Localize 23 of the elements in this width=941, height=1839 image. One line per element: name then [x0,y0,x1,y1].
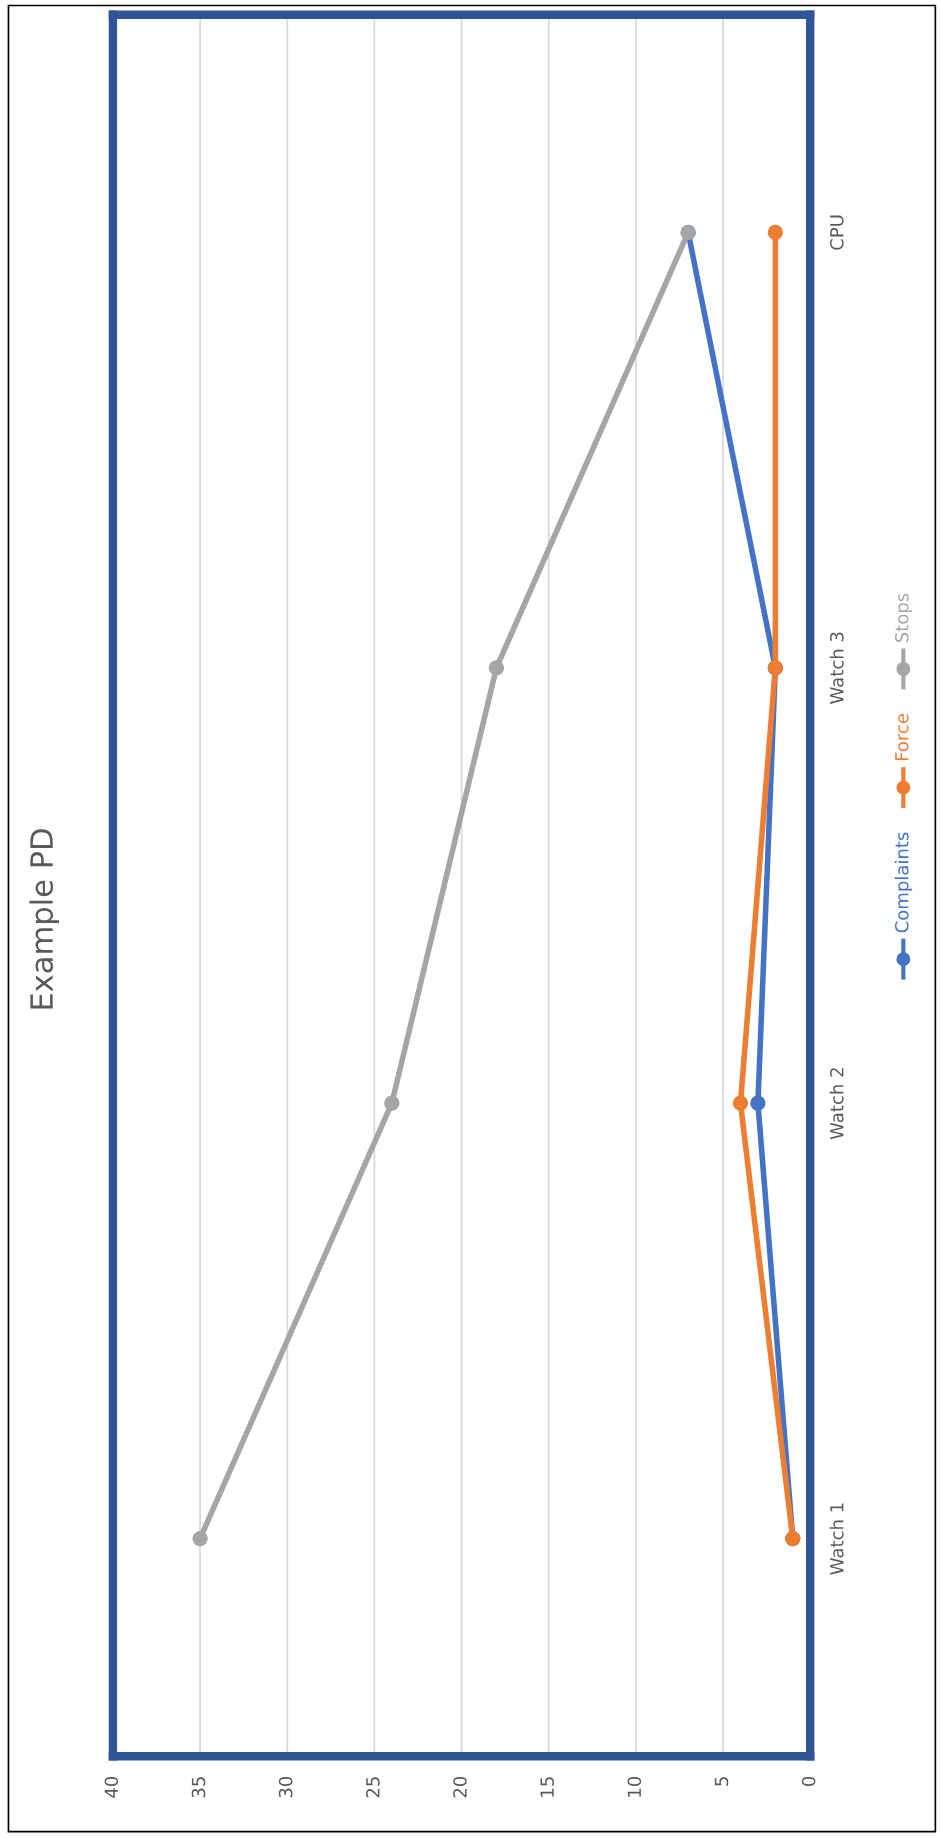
x-tick-label: 5 [714,1777,729,1786]
x-tick-label: 40 [104,1776,119,1798]
text: Complaints [894,832,913,933]
x-tick-label: 25 [365,1777,380,1798]
y-tick-label: Watch 2 [829,1068,844,1140]
point [732,1095,749,1111]
x-tick-label: 35 [191,1777,206,1798]
text: Example PD [29,829,60,1009]
point [192,1530,208,1547]
point [750,1095,766,1111]
text: Stops [894,593,913,643]
x-tick-label: 10 [627,1776,642,1797]
point [767,224,783,241]
point [488,660,505,676]
x-tick-label: 0 [801,1776,816,1786]
y-tick-label: Watch 3 [829,632,844,704]
text: Force [895,714,909,761]
x-tick-label: 15 [540,1777,554,1797]
point [384,1095,400,1111]
x-tick-label: 30 [278,1776,293,1798]
y-tick-label: Watch 1 [829,1503,844,1575]
y-tick-label: CPU [829,215,844,250]
x-tick-label: 20 [453,1776,467,1798]
